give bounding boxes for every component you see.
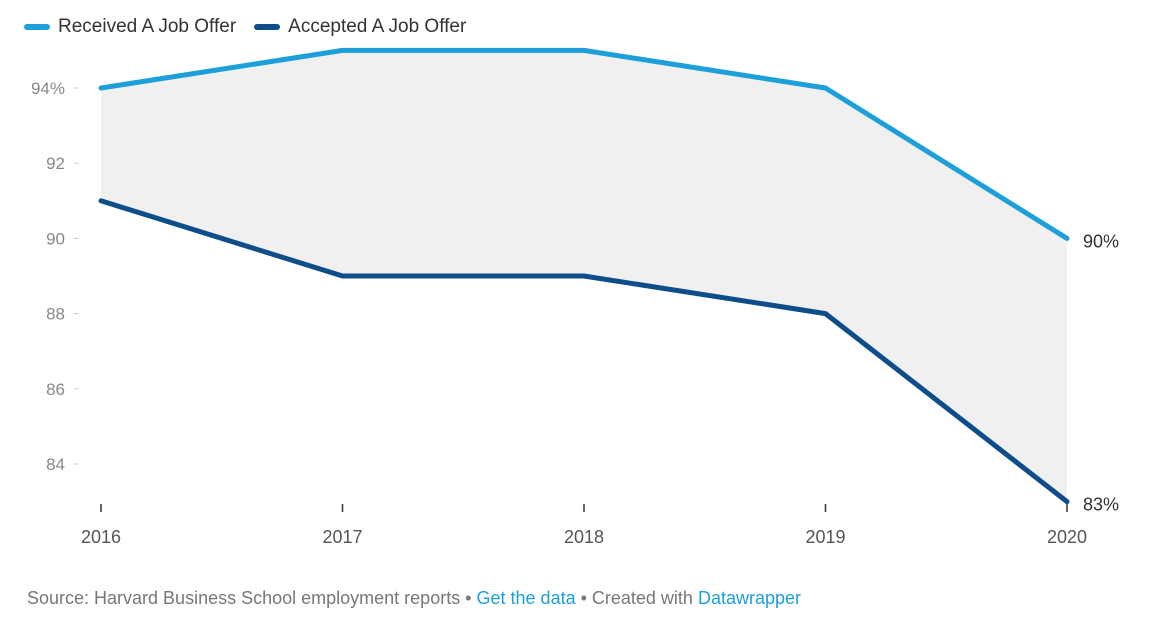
- y-tick-label: 90: [46, 229, 65, 248]
- y-tick-label: 88: [46, 305, 65, 324]
- end-label: 90%: [1083, 231, 1119, 251]
- y-tick-label: 86: [46, 380, 65, 399]
- legend-item-received: Received A Job Offer: [24, 16, 236, 38]
- legend-swatch-accepted: [254, 24, 281, 30]
- x-tick-label: 2020: [1047, 527, 1087, 547]
- x-tick-label: 2019: [805, 527, 845, 547]
- legend-swatch-received: [24, 24, 50, 30]
- x-tick-label: 2017: [322, 527, 362, 547]
- created-with-text: • Created with: [575, 588, 698, 608]
- end-label: 83%: [1083, 495, 1119, 515]
- source-text: Source: Harvard Business School employme…: [27, 588, 461, 608]
- y-tick-label: 84: [46, 455, 65, 474]
- legend-item-accepted: Accepted A Job Offer: [254, 16, 466, 38]
- legend: Received A Job Offer Accepted A Job Offe…: [24, 16, 466, 38]
- get-data-link[interactable]: Get the data: [476, 588, 576, 608]
- footer: Source: Harvard Business School employme…: [27, 588, 801, 609]
- legend-label-received: Received A Job Offer: [58, 16, 237, 37]
- separator: •: [460, 588, 477, 608]
- x-tick-label: 2018: [564, 527, 604, 547]
- y-tick-label: 92: [46, 154, 65, 173]
- x-tick-label: 2016: [81, 527, 121, 547]
- y-tick-label: 94%: [31, 79, 65, 98]
- legend-label-accepted: Accepted A Job Offer: [288, 16, 467, 37]
- datawrapper-link[interactable]: Datawrapper: [697, 588, 802, 608]
